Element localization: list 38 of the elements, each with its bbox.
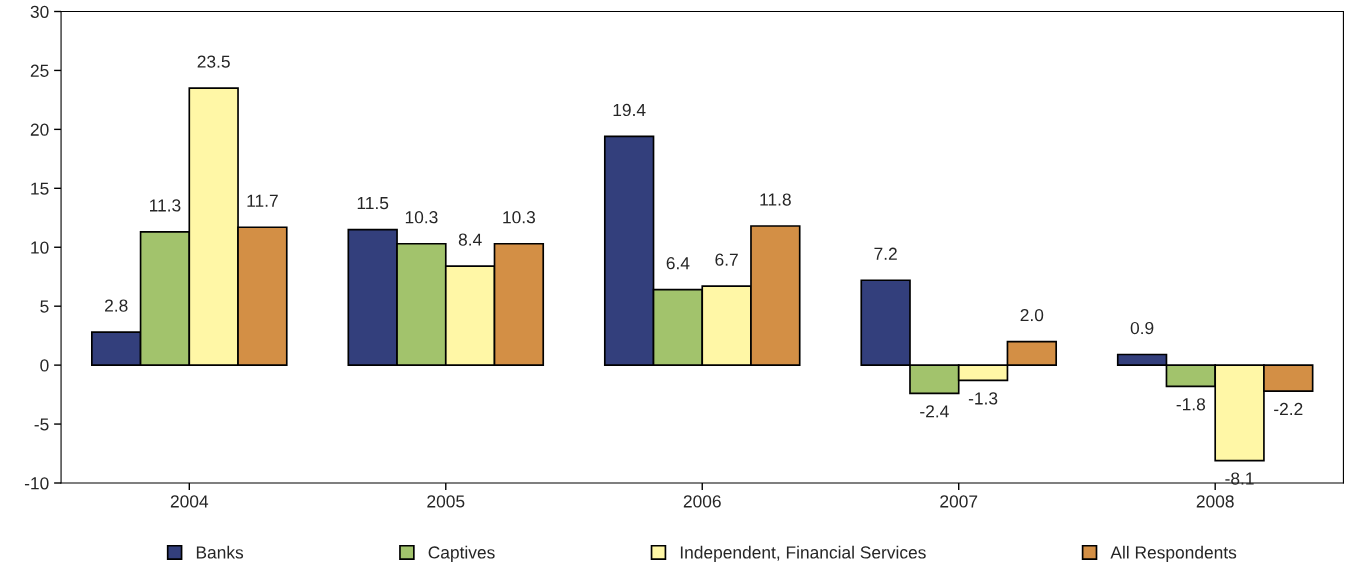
data-label: 8.4: [458, 233, 482, 246]
data-label: 2.8: [105, 299, 128, 312]
legend-label: Independent, Financial Services: [680, 545, 926, 563]
y-tick-label: 5: [40, 300, 49, 313]
y-tick-label: 15: [31, 182, 49, 195]
x-tick-label: 2006: [683, 495, 721, 508]
data-label: 23.5: [197, 55, 230, 68]
data-label: 10.3: [405, 211, 438, 224]
data-label: -2.4: [920, 405, 949, 418]
y-tick-label: 0: [40, 359, 49, 372]
y-tick-label: 10: [31, 241, 49, 254]
data-label: 11.7: [247, 194, 278, 207]
data-label: 11.8: [760, 193, 791, 206]
x-tick-label: 2007: [940, 495, 978, 508]
data-label: -2.2: [1274, 402, 1303, 415]
x-tick-label: 2005: [427, 495, 465, 508]
data-label: 11.5: [357, 197, 389, 210]
legend-label: All Respondents: [1110, 545, 1237, 563]
data-label: 6.7: [715, 253, 738, 266]
data-label: -1.8: [1176, 398, 1206, 411]
data-label: 0.9: [1130, 321, 1154, 335]
y-tick-label: 20: [30, 123, 49, 136]
data-label: 7.2: [874, 247, 897, 260]
y-tick-label: 25: [30, 64, 49, 77]
y-tick-label: -5: [34, 418, 49, 431]
data-label: -8.1: [1225, 472, 1254, 485]
legend-label: Banks: [196, 545, 244, 559]
x-tick-label: 2008: [1196, 495, 1234, 508]
data-label: 6.4: [666, 257, 690, 270]
data-label: 10.3: [503, 211, 535, 224]
data-label: -1.3: [968, 392, 998, 405]
data-label: 2.0: [1020, 308, 1044, 322]
legend-label: Captives: [428, 545, 495, 563]
data-label: 19.4: [613, 103, 646, 117]
y-tick-label: 30: [30, 5, 49, 18]
data-label: 11.3: [150, 199, 181, 212]
y-tick-label: -10: [24, 477, 49, 490]
x-tick-label: 2004: [170, 495, 209, 508]
